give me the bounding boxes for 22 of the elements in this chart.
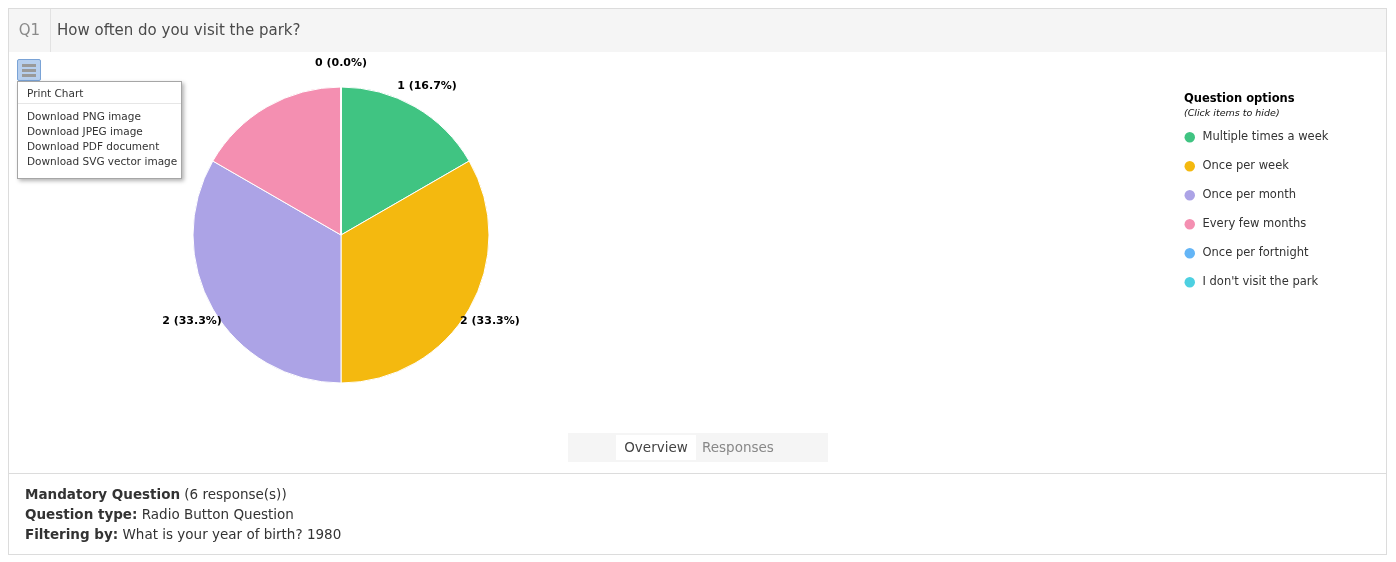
data-label: 2 (33.3%) [162, 314, 222, 327]
text: (Click items to hide) [1184, 107, 1280, 118]
legend-label: Every few months [1202, 216, 1307, 231]
legend-label: Once per month [1202, 187, 1296, 202]
chart-title: How often do you visit the park? [57, 20, 301, 41]
dropdown-menu: Print Chart Download PNG image Download JPEG image Download PDF document Download SVG vector image [17, 81, 182, 179]
legend-title: Question options [1184, 91, 1295, 105]
text: What is your year of birth? 1980 [122, 526, 342, 542]
legend-label: I don't visit the park [1202, 274, 1319, 289]
text: Question type: [25, 506, 138, 522]
legend-label: Once per week [1202, 158, 1290, 173]
text: Q1 [9, 9, 51, 52]
text: Mandatory Question [25, 486, 181, 502]
text: (6 response(s)) [184, 486, 287, 502]
legend-label: Once per fortnight [1202, 245, 1310, 260]
data-label: 1 (16.7%) [397, 79, 457, 93]
legend-label: Multiple times a week [1202, 129, 1329, 144]
data-label: 2 (33.3%) [460, 314, 520, 327]
tab-bar: Overview Responses [568, 433, 828, 462]
text: Radio Button Question [141, 506, 294, 522]
text: Filtering by: [25, 526, 119, 542]
text: 0 (0.0%) [314, 56, 368, 69]
